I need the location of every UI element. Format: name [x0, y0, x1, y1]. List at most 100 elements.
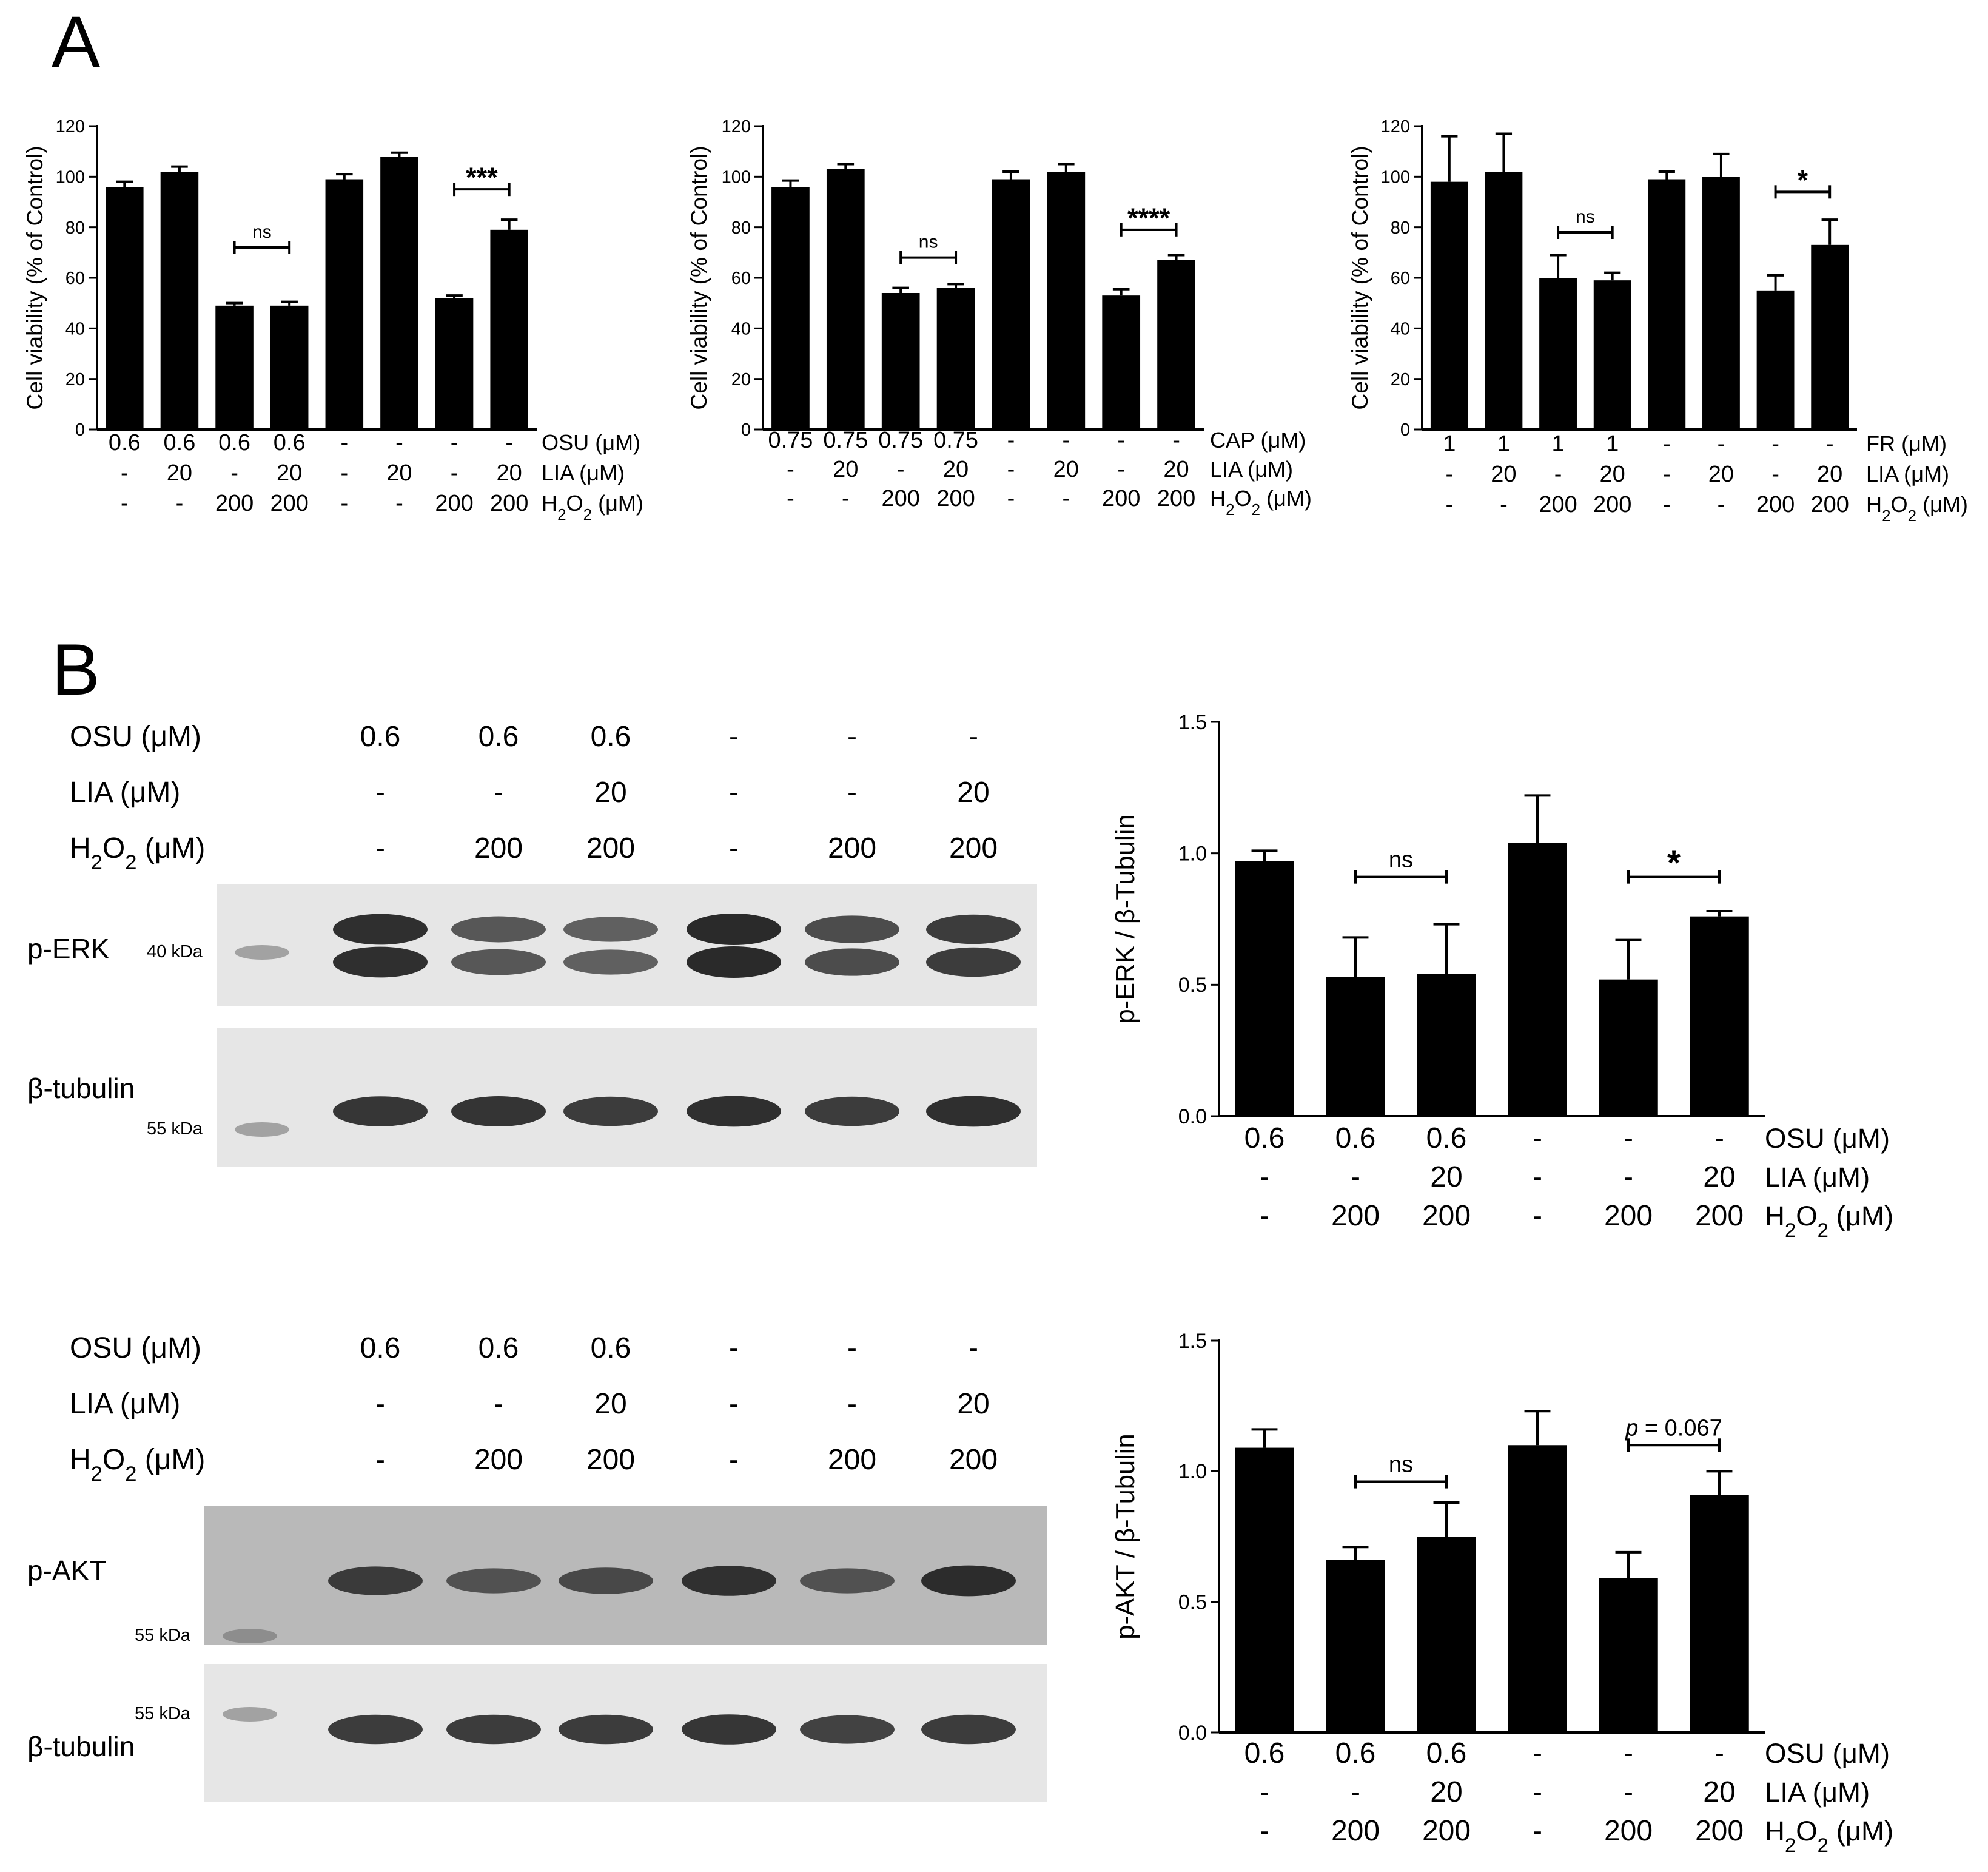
blot-header-value: 200	[828, 832, 876, 864]
condition-value: 0.6	[1335, 1122, 1376, 1154]
y-axis-label: Cell viability (% of Control)	[686, 146, 711, 409]
bar	[1539, 278, 1577, 429]
condition-value: 0.75	[823, 428, 868, 453]
y-tick-label: 60	[731, 269, 751, 288]
condition-value: 0.6	[1335, 1737, 1376, 1769]
condition-label: H2O2 (μM)	[1765, 1816, 1893, 1856]
condition-value: -	[1714, 1122, 1724, 1154]
protein-band	[921, 1714, 1016, 1745]
blot-header-value: -	[375, 1444, 385, 1476]
blot-header-value: 20	[594, 1388, 626, 1420]
condition-label: H2O2 (μM)	[542, 491, 643, 524]
protein-band	[333, 1096, 428, 1126]
bar	[1235, 861, 1294, 1116]
panel-a-letter: A	[52, 1, 100, 82]
condition-value: -	[340, 460, 348, 486]
condition-label: H2O2 (μM)	[1866, 492, 1968, 525]
y-tick-label: 20	[65, 370, 85, 389]
blot-header-value: -	[969, 721, 978, 753]
protein-band	[800, 1568, 895, 1594]
condition-label: OSU (μM)	[542, 430, 640, 455]
condition-label: OSU (μM)	[1765, 1123, 1890, 1154]
condition-value: -	[1826, 431, 1834, 457]
condition-label: LIA (μM)	[1866, 462, 1949, 487]
blot-marker-label: 55 kDa	[135, 1704, 191, 1723]
protein-band	[805, 1096, 899, 1126]
protein-band	[687, 946, 781, 978]
condition-value: -	[1718, 431, 1725, 457]
y-tick-label: 120	[722, 117, 751, 136]
protein-band	[328, 1566, 423, 1595]
condition-value: 0.6	[1244, 1122, 1285, 1154]
y-tick-label: 80	[65, 218, 85, 238]
blot-header-value: -	[494, 776, 503, 809]
condition-value: -	[1533, 1122, 1542, 1154]
y-tick-label: 0.5	[1178, 1591, 1207, 1614]
blot-header-label: OSU (μM)	[70, 721, 201, 753]
condition-value: 20	[1708, 462, 1734, 487]
blot-header-value: -	[729, 721, 739, 753]
protein-band	[687, 1096, 781, 1127]
chart-a2: 0 20 40 60 80 100 120 Cell viability (% of Cont…	[686, 117, 1312, 519]
bar	[881, 293, 920, 429]
protein-band	[926, 947, 1021, 977]
condition-value: -	[1260, 1200, 1269, 1232]
condition-value: -	[1533, 1161, 1542, 1193]
condition-value: -	[1624, 1776, 1633, 1808]
condition-value: -	[1624, 1161, 1633, 1193]
blot-header-value: -	[847, 776, 857, 809]
blot-header-value: -	[375, 776, 385, 809]
y-axis-label: p-ERK / β-Tubulin	[1111, 814, 1140, 1023]
bar	[380, 157, 418, 429]
protein-band	[559, 1567, 653, 1594]
condition-value: 1	[1497, 431, 1510, 457]
condition-value: -	[451, 460, 458, 486]
chart-b1: 0.0 0.5 1.0 1.5 p-ERK / β-Tubulin ns * 0.6 0.6 0.…	[1111, 711, 1893, 1241]
sig-label: ns	[919, 232, 938, 252]
ladder-band	[223, 1629, 277, 1643]
condition-value: -	[1117, 457, 1125, 482]
condition-label: LIA (μM)	[1765, 1162, 1870, 1193]
bar	[1430, 181, 1468, 429]
condition-value: -	[176, 491, 184, 516]
protein-band	[451, 916, 546, 943]
y-tick-label: 0.0	[1178, 1105, 1207, 1128]
condition-label: LIA (μM)	[1210, 457, 1293, 482]
condition-value: -	[1260, 1815, 1269, 1847]
sig-label: p = 0.067	[1625, 1415, 1722, 1441]
bar	[1417, 974, 1476, 1116]
blot-protein-label: p-ERK	[27, 933, 110, 965]
blot-header-value: 200	[474, 1444, 523, 1476]
condition-value: -	[505, 430, 513, 456]
blots-layer: OSU (μM) 0.6 0.6 0.6 - - - LIA (μM) - - 20 - - 20 H2O2…	[27, 721, 1047, 1802]
condition-value: -	[395, 491, 403, 516]
blot-header-value: -	[375, 832, 385, 864]
condition-value: 200	[1422, 1815, 1471, 1847]
blot-header-value: 0.6	[591, 1332, 631, 1364]
chart-b2: 0.0 0.5 1.0 1.5 p-AKT / β-Tubulin ns p = 0.067…	[1111, 1330, 1893, 1856]
blot-header-label: LIA (μM)	[70, 776, 180, 809]
condition-value: 20	[1430, 1161, 1462, 1193]
protein-band	[921, 1565, 1016, 1597]
sig-label: ns	[1389, 1452, 1413, 1478]
protein-band	[563, 917, 658, 942]
condition-label: H2O2 (μM)	[1765, 1200, 1893, 1241]
condition-value: 200	[490, 491, 528, 516]
condition-value: -	[230, 460, 238, 486]
bar	[771, 187, 810, 429]
blot-header-value: 0.6	[591, 721, 631, 753]
y-tick-label: 20	[731, 370, 751, 389]
blot-header-value: -	[729, 1388, 739, 1420]
blot-header-value: -	[494, 1388, 503, 1420]
ladder-band	[235, 1122, 289, 1137]
y-axis-label: Cell viability (% of Control)	[22, 146, 47, 409]
protein-band	[328, 1714, 423, 1745]
condition-value: 20	[1053, 457, 1079, 482]
condition-value: 200	[1102, 486, 1140, 511]
condition-value: 20	[167, 460, 192, 486]
condition-value: 200	[1593, 492, 1631, 517]
condition-value: 20	[1430, 1776, 1462, 1808]
blot-header-value: -	[847, 721, 857, 753]
